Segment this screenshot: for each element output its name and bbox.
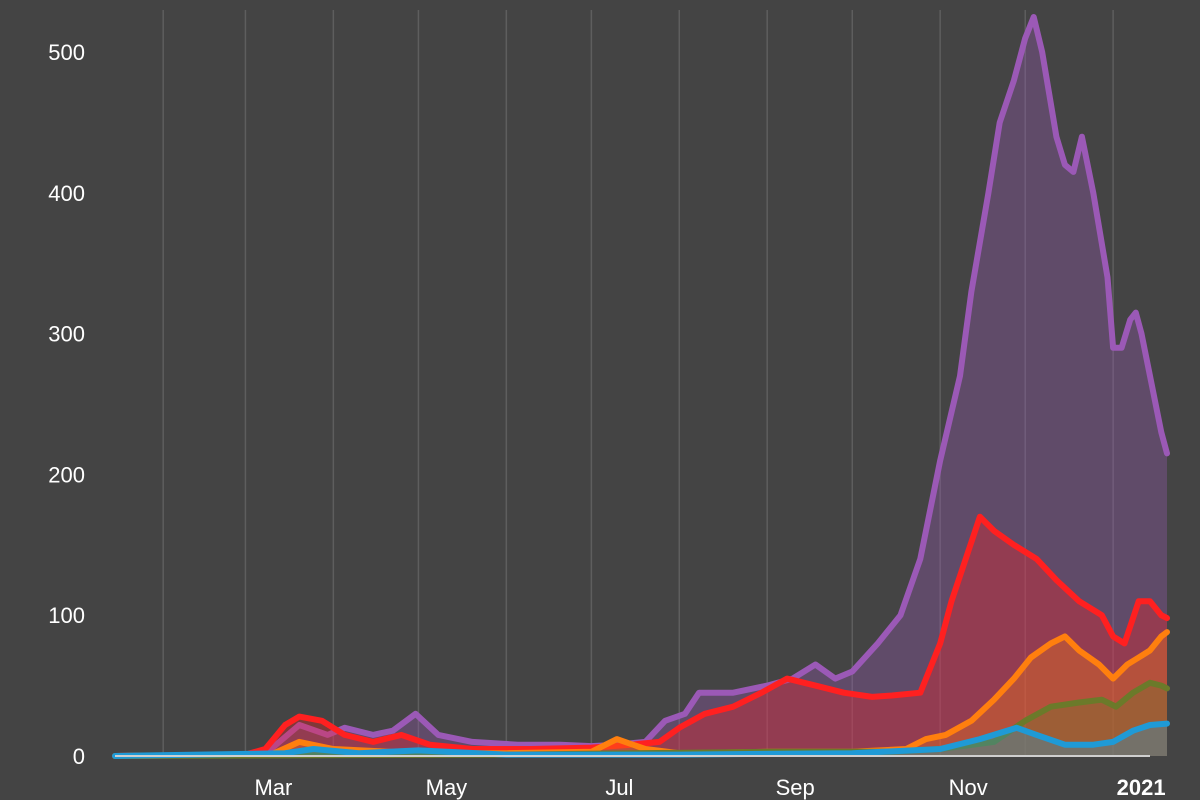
tick-label-layer: 0 100 200 300 400 500 Mar May Jul Sep Nov 2021 xyxy=(48,40,1165,800)
y-tick-label: 400 xyxy=(48,181,85,206)
y-tick-label: 500 xyxy=(48,40,85,65)
series-line-0 xyxy=(112,14,1170,759)
series-line-1 xyxy=(112,513,1170,759)
x-tick-label: Nov xyxy=(949,775,988,800)
series-area-0 xyxy=(115,17,1167,756)
x-tick-label: Jul xyxy=(605,775,633,800)
y-tick-label: 100 xyxy=(48,603,85,628)
series-layer xyxy=(112,14,1170,759)
series-area-3 xyxy=(115,682,1167,756)
x-tick-label: Mar xyxy=(254,775,292,800)
y-tick-label: 300 xyxy=(48,322,85,347)
x-tick-label: Sep xyxy=(776,775,815,800)
x-tick-label: 2021 xyxy=(1117,775,1166,800)
x-tick-label: May xyxy=(426,775,468,800)
y-tick-label: 0 xyxy=(73,744,85,769)
series-area-4 xyxy=(115,723,1167,756)
grid-layer xyxy=(162,10,1114,756)
y-tick-label: 200 xyxy=(48,462,85,487)
series-line-4 xyxy=(112,720,1170,759)
